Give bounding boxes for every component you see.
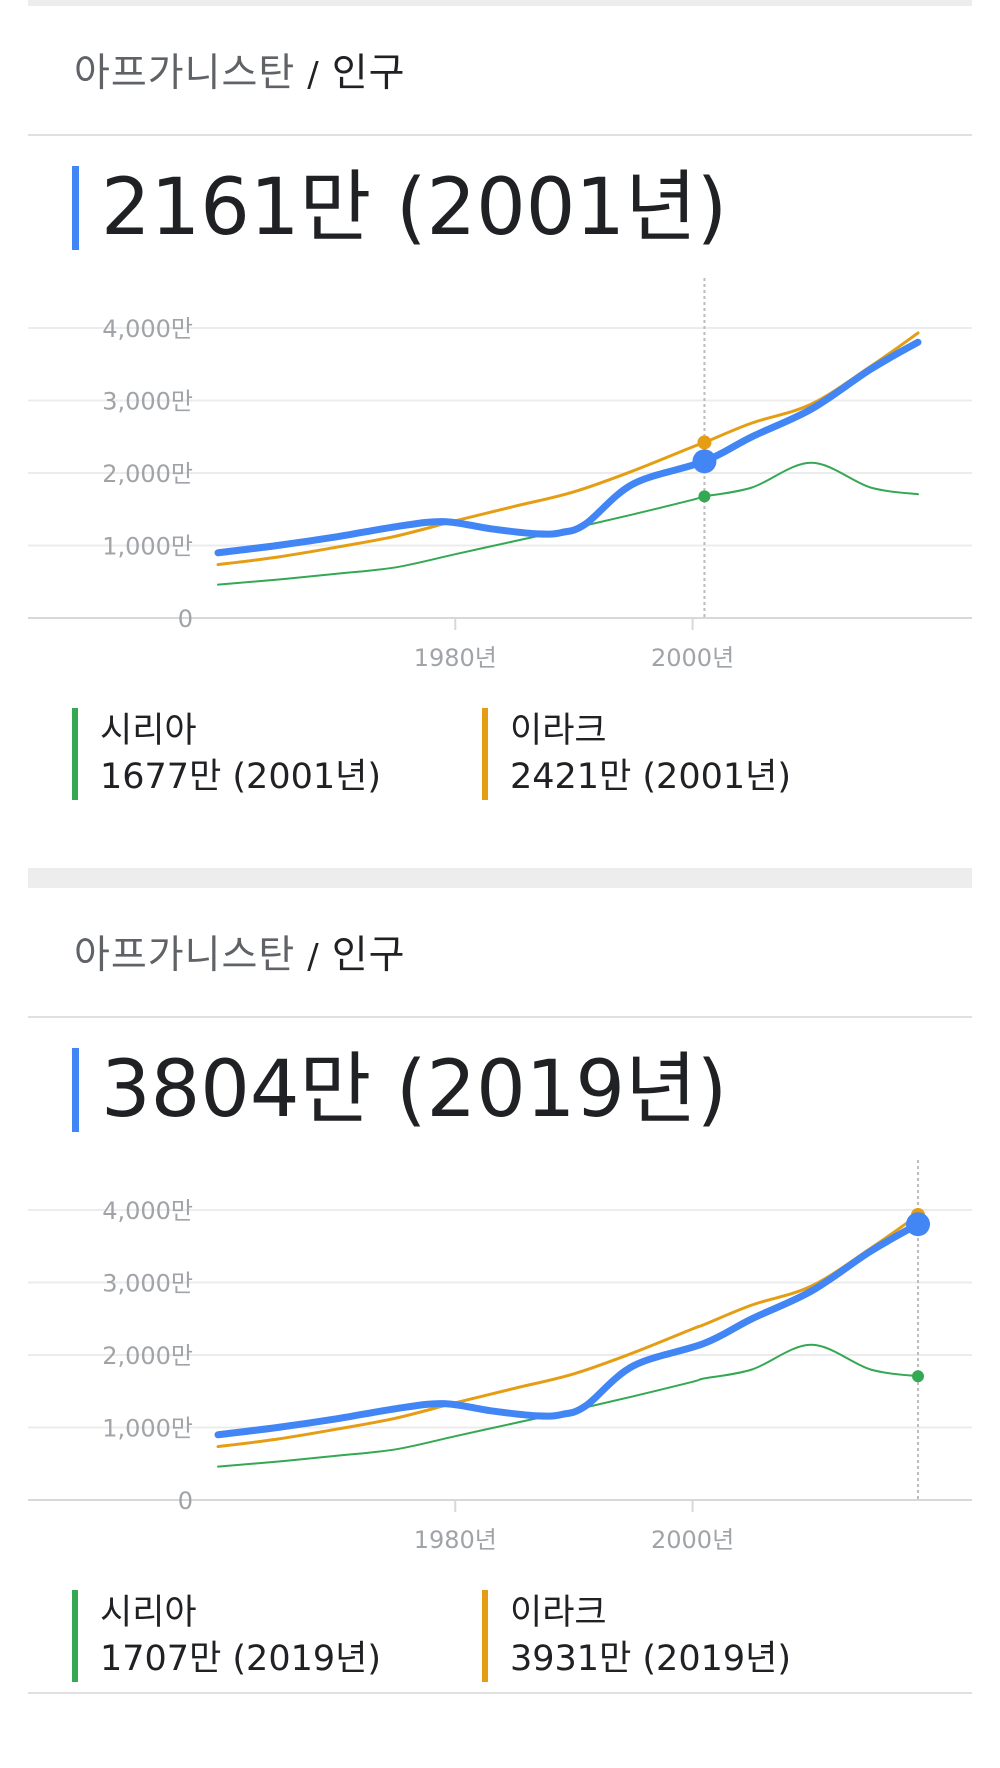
population-card-2001: 아프가니스탄 / 인구 2161만 (2001년) 0 1,000만 2,000만 3,0…: [28, 6, 972, 868]
y-tick-label: 0: [178, 605, 193, 633]
y-tick-label: 2,000만: [102, 1342, 193, 1370]
x-tick-label: 1980년: [414, 644, 497, 672]
headline-value: 3804만 (2019년): [72, 1048, 727, 1132]
x-tick-label: 2000년: [651, 1526, 734, 1554]
series-line: [217, 1343, 919, 1468]
breadcrumb: 아프가니스탄 / 인구: [74, 924, 406, 980]
breadcrumb-country[interactable]: 아프가니스탄: [74, 51, 296, 96]
y-tick-label: 2,000만: [102, 460, 193, 488]
series-line: [216, 331, 920, 567]
series-marker: [692, 449, 717, 474]
legend-series-name: 시리아: [100, 711, 197, 751]
legend-series-value: 1707만 (2019년): [100, 1639, 381, 1679]
y-tick-label: 3,000만: [102, 388, 193, 416]
series-marker: [906, 1212, 930, 1237]
divider: [28, 134, 972, 136]
series-marker: [698, 490, 711, 503]
card-gap: [28, 0, 972, 6]
legend-series-name: 이라크: [510, 1593, 607, 1633]
legend-series-name: 시리아: [100, 1593, 197, 1633]
series-line: [216, 1213, 920, 1449]
divider: [28, 1016, 972, 1018]
x-tick-label: 1980년: [414, 1526, 497, 1554]
divider: [28, 1692, 972, 1694]
legend-series-value: 3931만 (2019년): [510, 1639, 791, 1679]
breadcrumb-separator: /: [307, 55, 320, 95]
x-tick-label: 2000년: [651, 644, 734, 672]
y-tick-label: 3,000만: [102, 1270, 193, 1298]
legend-item-iraq[interactable]: 이라크 2421만 (2001년): [482, 708, 791, 800]
card-gap: [28, 868, 972, 888]
breadcrumb-metric: 인구: [331, 51, 406, 96]
y-tick-label: 0: [178, 1487, 193, 1515]
breadcrumb: 아프가니스탄 / 인구: [74, 42, 406, 98]
y-tick-label: 1,000만: [102, 533, 193, 561]
breadcrumb-country[interactable]: 아프가니스탄: [74, 933, 296, 978]
breadcrumb-metric: 인구: [331, 933, 406, 978]
series-marker: [912, 1370, 924, 1383]
population-chart[interactable]: 0 1,000만 2,000만 3,000만 4,000만 1980년 2000년: [28, 1160, 972, 1560]
headline-value: 2161만 (2001년): [72, 166, 727, 250]
y-tick-label: 4,000만: [102, 315, 193, 343]
legend-item-syria[interactable]: 시리아 1677만 (2001년): [72, 708, 381, 800]
series-line: [214, 338, 922, 557]
series-line: [214, 1220, 922, 1439]
population-chart[interactable]: 0 1,000만 2,000만 3,000만 4,000만 1980년 2000년: [28, 278, 972, 678]
y-tick-label: 4,000만: [102, 1197, 193, 1225]
population-card-2019: 아프가니스탄 / 인구 3804만 (2019년) 0 1,000만 2,000만 3,0…: [28, 888, 972, 1750]
legend-series-value: 1677만 (2001년): [100, 757, 381, 797]
y-tick-label: 1,000만: [102, 1415, 193, 1443]
legend-item-iraq[interactable]: 이라크 3931만 (2019년): [482, 1590, 791, 1682]
legend-series-name: 이라크: [510, 711, 607, 751]
series-marker: [697, 435, 712, 450]
legend-item-syria[interactable]: 시리아 1707만 (2019년): [72, 1590, 381, 1682]
breadcrumb-separator: /: [307, 937, 320, 977]
series-line: [217, 461, 919, 586]
legend-series-value: 2421만 (2001년): [510, 757, 791, 797]
